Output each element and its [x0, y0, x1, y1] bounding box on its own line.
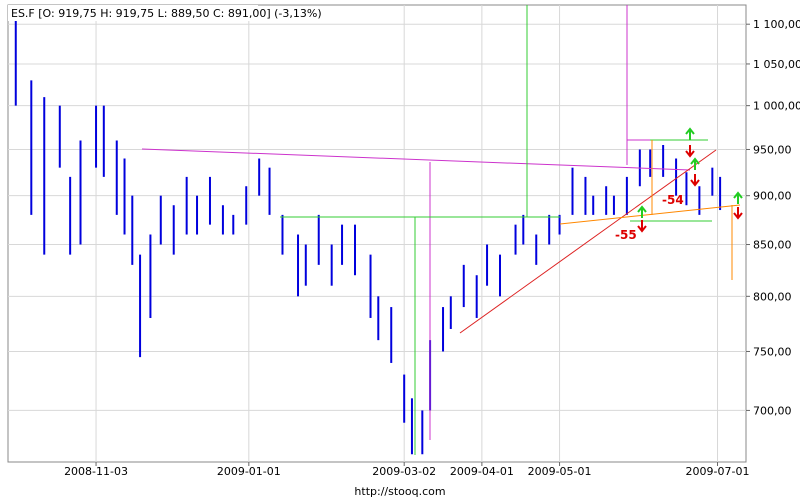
grid — [8, 5, 746, 462]
arrow-down — [637, 220, 647, 233]
y-tick-label: 950,00 — [753, 143, 792, 156]
y-tick-label: 700,00 — [753, 404, 792, 417]
y-tick-label: 800,00 — [753, 290, 792, 303]
arrow-up — [637, 205, 647, 218]
y-tick-label: 900,00 — [753, 190, 792, 203]
annotation: -55 — [615, 228, 637, 242]
footer: http://stooq.com — [354, 485, 445, 498]
x-tick-label: 2009-03-02 — [372, 465, 436, 478]
title-bg — [8, 5, 258, 21]
arrow-up — [733, 191, 743, 204]
y-tick-label: 1 100,00 — [753, 18, 800, 31]
x-tick-label: 2009-07-01 — [686, 465, 750, 478]
trend-line — [459, 149, 717, 334]
x-tick-label: 2009-01-01 — [217, 465, 281, 478]
trend-line — [559, 204, 741, 225]
y-tick-label: 850,00 — [753, 239, 792, 252]
y-tick-label: 750,00 — [753, 345, 792, 358]
y-tick-label: 1 000,00 — [753, 100, 800, 113]
plot-area — [7, 4, 747, 463]
drawings — [141, 5, 741, 455]
arrows — [637, 127, 743, 233]
bars — [14, 16, 722, 455]
arrow-down — [690, 174, 700, 187]
arrow-down — [733, 207, 743, 220]
trend-line — [141, 148, 691, 171]
arrow-up — [690, 157, 700, 170]
x-tick-label: 2009-04-01 — [450, 465, 514, 478]
arrow-up — [685, 127, 695, 140]
annotation: -54 — [662, 193, 684, 207]
y-tick-label: 1 050,00 — [753, 58, 800, 71]
chart-title: ES.F [O: 919,75 H: 919,75 L: 889,50 C: 8… — [11, 7, 322, 20]
x-tick-label: 2008-11-03 — [64, 465, 128, 478]
arrow-down — [685, 145, 695, 158]
x-tick-label: 2009-05-01 — [528, 465, 592, 478]
